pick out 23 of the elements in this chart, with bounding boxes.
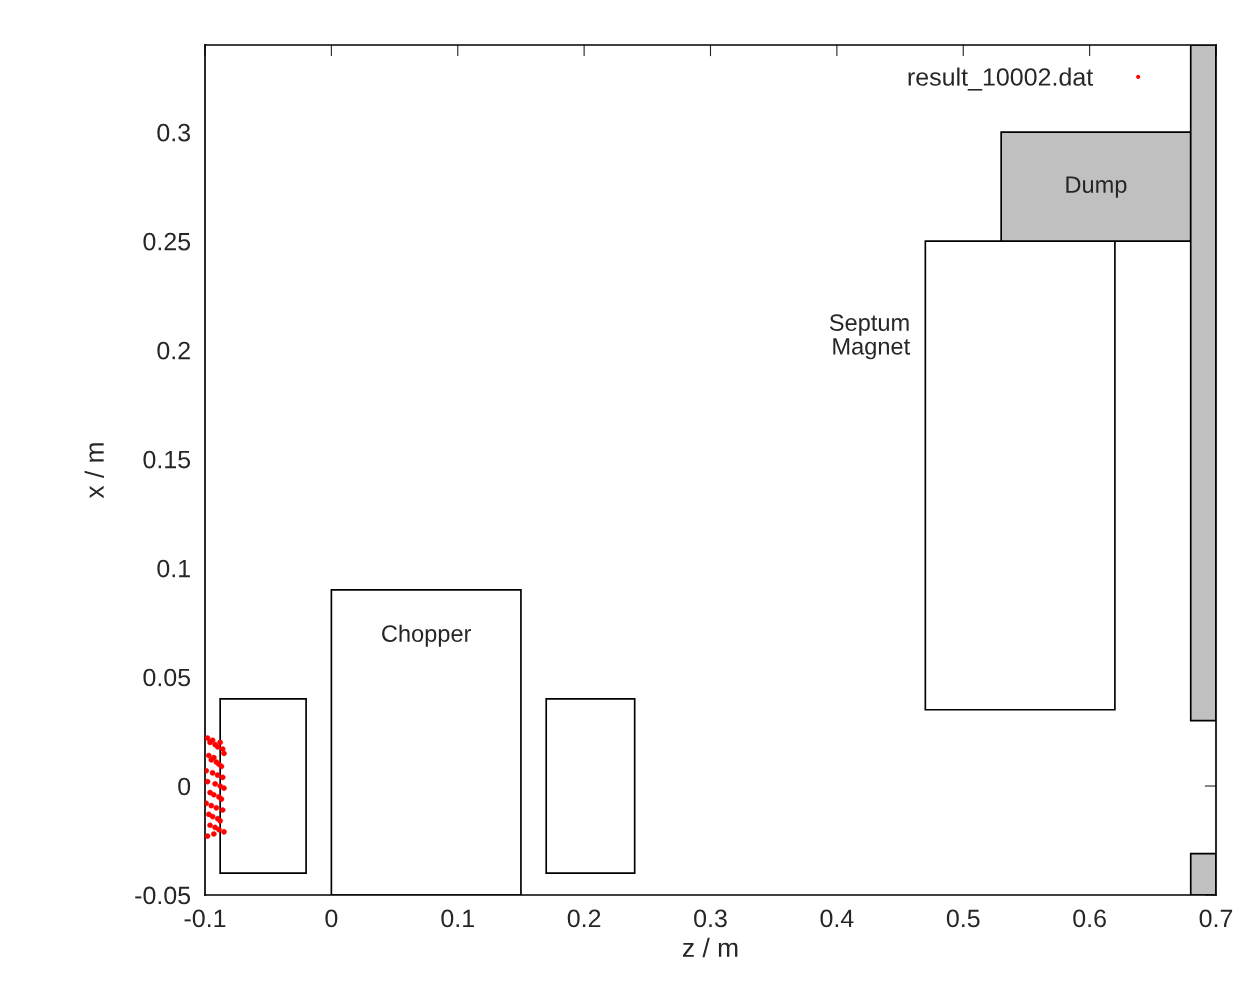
x-tick-label: 0.1 bbox=[441, 909, 474, 928]
y-tick-label: 0.15 bbox=[143, 450, 191, 469]
y-tick-label: 0 bbox=[178, 777, 191, 796]
y-tick-label: 0.1 bbox=[157, 559, 190, 578]
y-tick-label: 0.25 bbox=[143, 232, 191, 251]
series-label: Dump bbox=[1066, 176, 1127, 198]
x-tick-label: 0.4 bbox=[820, 909, 854, 928]
y-axis-title: x / m bbox=[84, 443, 104, 499]
x-tick-label: 0.3 bbox=[694, 909, 727, 928]
y-tick-label: 0.3 bbox=[157, 123, 191, 142]
legend-label: result_10002.dat bbox=[908, 67, 1093, 91]
x-tick-label: 0.7 bbox=[1199, 909, 1233, 928]
y-tick-label: 0.05 bbox=[143, 668, 191, 687]
x-axis-title: z / m bbox=[682, 937, 738, 958]
y-tick-label: -0.05 bbox=[135, 886, 191, 905]
y-tick-label: 0.2 bbox=[157, 341, 190, 360]
x-tick-label: 0.2 bbox=[567, 909, 601, 928]
x-tick-label: 0.5 bbox=[946, 909, 980, 928]
x-tick-label: -0.1 bbox=[184, 909, 226, 928]
series-label: Chopper bbox=[382, 624, 472, 647]
series-label: Septum Magnet bbox=[829, 314, 911, 360]
x-tick-label: 0.6 bbox=[1073, 909, 1106, 928]
x-tick-label: 0 bbox=[325, 909, 338, 928]
